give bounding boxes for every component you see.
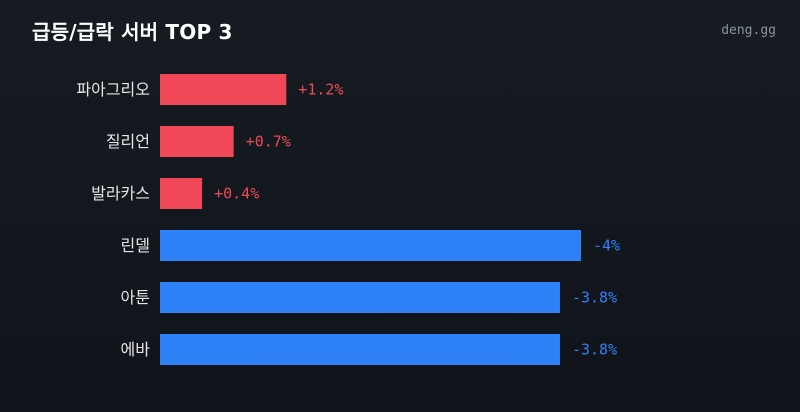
category-label: 파아그리오 bbox=[76, 80, 150, 99]
category-label: 질리언 bbox=[106, 132, 150, 151]
category-label: 에바 bbox=[121, 340, 151, 359]
category-label: 아툰 bbox=[121, 288, 150, 307]
value-label: -3.8% bbox=[572, 341, 617, 359]
value-label: -4% bbox=[593, 237, 620, 255]
category-label: 발라카스 bbox=[91, 184, 150, 203]
bar bbox=[160, 178, 203, 209]
bar bbox=[160, 230, 581, 261]
bar bbox=[160, 282, 560, 313]
value-label: +0.4% bbox=[214, 185, 259, 203]
value-label: +0.7% bbox=[246, 133, 291, 151]
bar bbox=[160, 126, 234, 157]
chart-title: 급등/급락 서버 TOP 3 bbox=[32, 20, 233, 44]
bar bbox=[160, 334, 560, 365]
bar bbox=[160, 74, 287, 105]
category-label: 린델 bbox=[121, 236, 150, 255]
value-label: -3.8% bbox=[572, 289, 617, 307]
brand-label: deng.gg bbox=[721, 23, 776, 38]
value-label: +1.2% bbox=[298, 81, 343, 99]
